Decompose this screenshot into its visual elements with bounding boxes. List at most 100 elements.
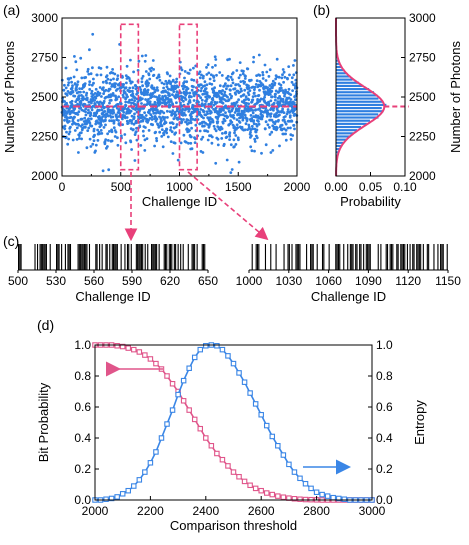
scatter-point	[287, 65, 291, 68]
bit-one-bar	[323, 244, 325, 270]
x-tick-label: 2000	[82, 504, 109, 518]
scatter-point	[255, 128, 259, 132]
scatter-point	[75, 68, 79, 72]
scatter-point	[280, 127, 284, 131]
x-tick-label: 1090	[355, 274, 382, 288]
scatter-point	[234, 143, 238, 146]
scatter-point	[281, 89, 285, 92]
data-marker	[336, 495, 342, 502]
scatter-point	[253, 137, 257, 141]
bit-one-bar	[392, 244, 394, 270]
scatter-point	[194, 137, 197, 141]
data-marker	[191, 416, 198, 423]
scatter-point	[69, 115, 73, 119]
scatter-point	[282, 111, 286, 114]
scatter-point	[146, 84, 150, 87]
scatter-point	[223, 119, 227, 123]
scatter-point	[206, 112, 210, 115]
scatter-point	[108, 87, 112, 91]
scatter-point	[237, 109, 241, 113]
scatter-point	[108, 130, 111, 133]
data-marker	[236, 473, 242, 480]
scatter-point	[84, 93, 88, 97]
bit-one-bar	[115, 244, 117, 270]
scatter-point	[244, 122, 248, 126]
bit-one-bar	[114, 244, 116, 270]
scatter-point	[140, 54, 144, 58]
scatter-point	[182, 118, 185, 121]
histogram-bar	[336, 100, 384, 103]
scatter-point	[184, 113, 187, 117]
scatter-point	[96, 139, 100, 142]
scatter-point	[210, 141, 214, 145]
scatter-point	[153, 144, 157, 148]
scatter-point	[259, 84, 263, 88]
bit-one-bar	[61, 244, 63, 270]
bit-one-bar	[105, 244, 107, 270]
scatter-point	[231, 78, 234, 81]
scatter-point	[157, 73, 161, 77]
scatter-point	[251, 95, 255, 98]
scatter-point	[169, 126, 173, 129]
scatter-point	[214, 161, 218, 165]
scatter-point	[75, 138, 79, 141]
bit-one-bar	[347, 244, 349, 270]
scatter-point	[125, 116, 129, 119]
scatter-point	[249, 145, 253, 149]
scatter-point	[112, 111, 116, 114]
scatter-point	[207, 102, 211, 106]
histogram-bar	[336, 62, 341, 65]
scatter-point	[108, 119, 111, 123]
data-marker	[330, 494, 336, 501]
scatter-point	[281, 100, 285, 104]
scatter-point	[224, 131, 228, 135]
scatter-point	[83, 103, 87, 106]
bit-one-bar	[158, 244, 160, 270]
x-tick-label: 3000	[359, 504, 386, 518]
scatter-point	[144, 54, 148, 57]
x-tick-label: 1120	[395, 274, 421, 288]
scatter-point	[192, 66, 195, 70]
data-marker	[275, 442, 281, 449]
histogram-bar	[336, 72, 346, 75]
scatter-point	[176, 158, 180, 162]
y-tick-label: 0.8	[74, 369, 91, 383]
scatter-point	[77, 110, 81, 114]
bit-one-bar	[187, 244, 189, 270]
scatter-point	[130, 119, 134, 122]
scatter-point	[85, 96, 89, 100]
scatter-point	[111, 68, 114, 71]
scatter-point	[156, 89, 160, 92]
scatter-point	[226, 74, 230, 78]
bit-one-bar	[270, 244, 272, 270]
scatter-point	[213, 86, 217, 90]
bit-one-bar	[417, 244, 419, 270]
scatter-point	[243, 80, 247, 84]
bit-one-bar	[45, 244, 47, 270]
scatter-point	[150, 84, 154, 88]
bit-one-bar	[116, 244, 118, 270]
scatter-point	[211, 120, 215, 124]
scatter-point	[270, 118, 274, 122]
scatter-point	[199, 108, 203, 111]
scatter-point	[116, 87, 119, 91]
scatter-point	[73, 55, 76, 58]
scatter-point	[76, 102, 79, 106]
bit-one-bar	[171, 244, 173, 270]
scatter-point	[63, 100, 66, 103]
bit-one-bar	[182, 244, 184, 270]
scatter-point	[198, 76, 202, 80]
histogram-bar	[336, 138, 347, 141]
bit-one-bar	[291, 244, 293, 270]
scatter-point	[288, 73, 291, 77]
scatter-point	[278, 95, 281, 98]
bit-one-bar	[288, 244, 290, 270]
bit-one-bar	[337, 244, 339, 270]
scatter-point	[273, 95, 277, 99]
scatter-point	[237, 138, 240, 142]
scatter-point	[255, 136, 259, 140]
scatter-point	[102, 99, 106, 103]
scatter-point	[171, 122, 175, 125]
scatter-point	[104, 118, 107, 122]
scatter-point	[106, 139, 110, 142]
